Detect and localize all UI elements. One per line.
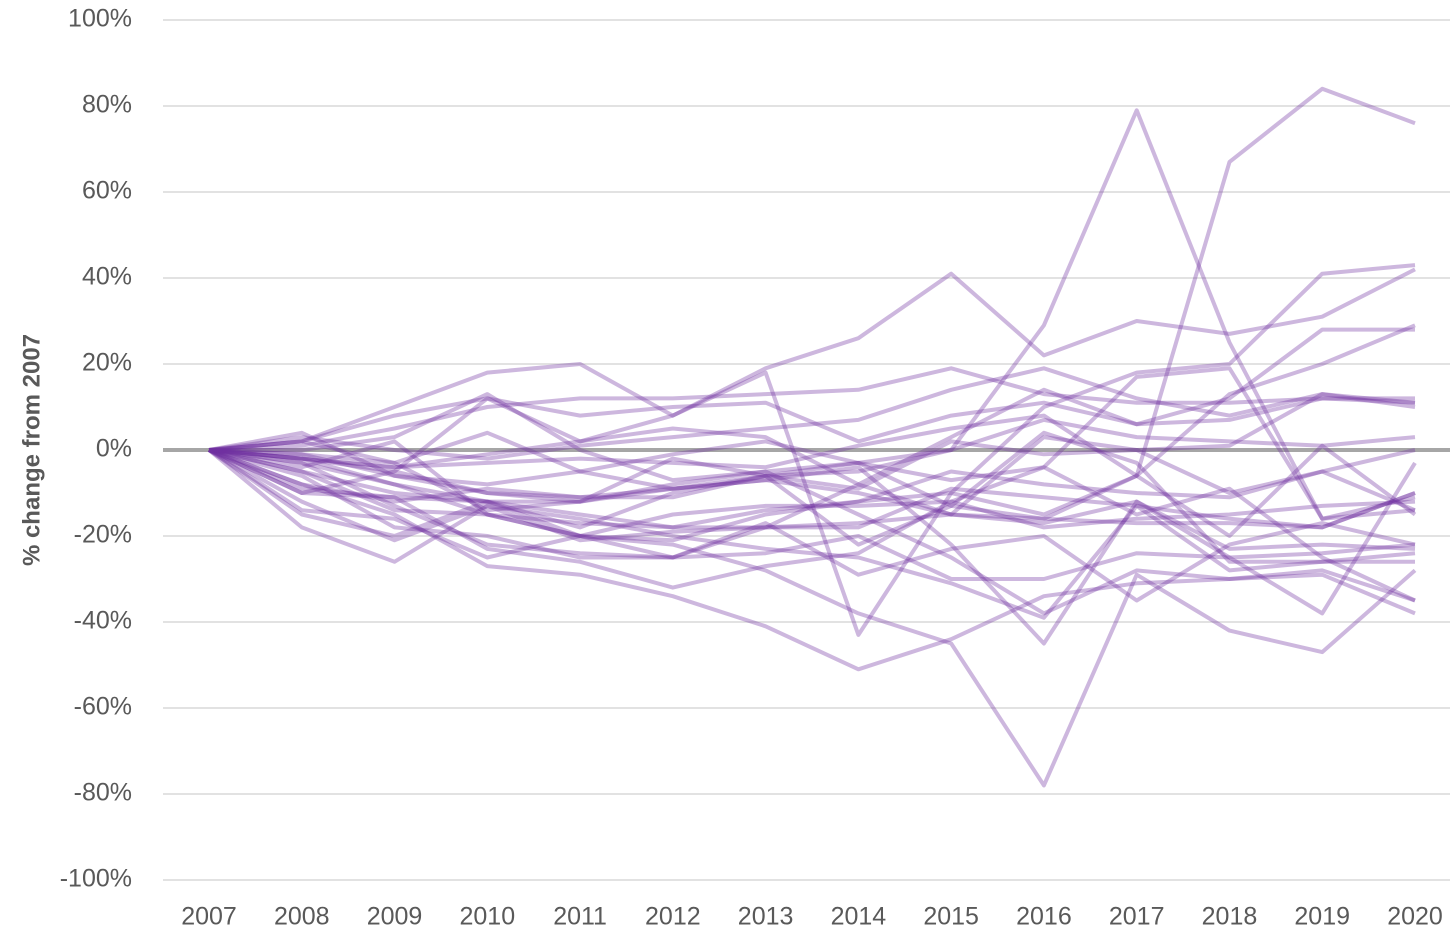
series-line [208,86,1416,530]
series-line [207,448,1415,620]
y-tick-label: -60% [74,693,132,721]
y-tick-label: 40% [82,263,132,291]
series-line [208,366,1416,521]
series-line [208,392,1416,491]
y-tick-label: 20% [82,349,132,377]
series-line [208,413,1417,538]
series-line [208,366,1416,461]
series-line [208,448,1416,603]
y-tick-label: 60% [82,177,132,205]
x-tick-label: 2018 [1202,903,1258,931]
x-tick-label: 2017 [1109,903,1165,931]
series-line [208,396,1415,452]
series-line [208,448,1417,788]
y-tick-label: 80% [82,91,132,119]
series-line [208,430,1417,646]
x-tick-label: 2009 [367,903,423,931]
x-tick-label: 2008 [274,903,330,931]
series-line [207,448,1416,560]
series-line [208,448,1416,551]
series-line [208,327,1415,560]
series-line [208,366,1416,452]
series-line [209,392,1416,616]
series-line [208,448,1416,581]
y-tick-label: -40% [74,607,132,635]
series-line [208,263,1416,637]
series-line [208,448,1416,530]
y-tick-label: -20% [74,521,132,549]
series-line [208,426,1416,517]
x-tick-label: 2011 [553,903,607,931]
x-tick-label: 2014 [831,903,887,931]
y-axis-title: % change from 2007 [18,334,45,566]
x-tick-label: 2013 [738,903,794,931]
y-tick-label: -100% [60,865,132,893]
series-line [208,448,1416,603]
series-line [208,417,1416,504]
y-tick-label: 0% [96,435,132,463]
x-tick-label: 2012 [645,903,701,931]
x-tick-label: 2019 [1294,903,1350,931]
series-line [207,323,1416,538]
x-tick-label: 2007 [181,903,237,931]
series-line [208,108,1416,521]
y-tick-label: 100% [68,5,132,33]
series-line [208,430,1416,564]
x-tick-label: 2010 [459,903,515,931]
y-tick-label: -80% [74,779,132,807]
series-line [208,448,1416,672]
series-line [208,439,1416,543]
x-tick-label: 2016 [1016,903,1072,931]
series-line [208,448,1416,543]
x-tick-label: 2015 [923,903,979,931]
series-line [208,267,1416,452]
x-tick-label: 2020 [1387,903,1443,931]
